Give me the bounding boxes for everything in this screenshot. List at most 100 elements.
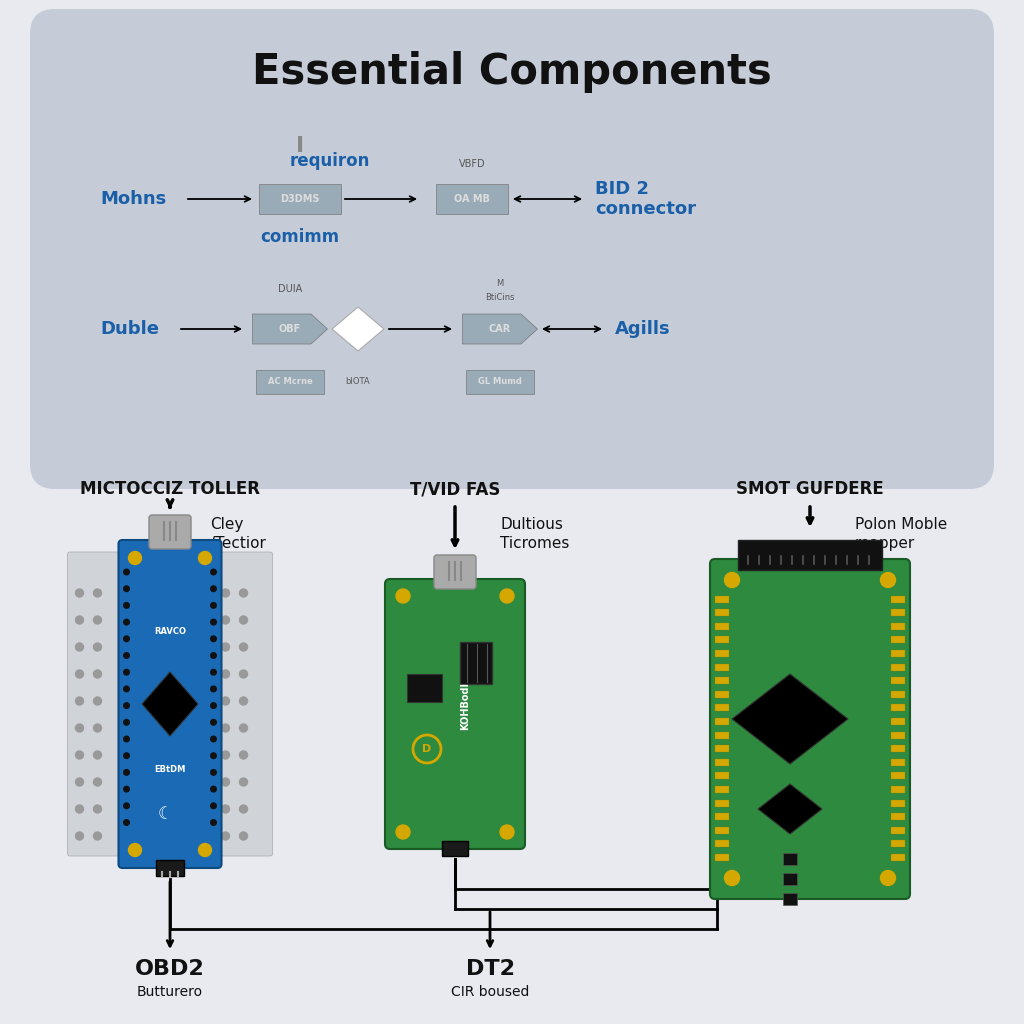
Circle shape [240, 778, 248, 786]
Circle shape [76, 751, 84, 759]
Text: OBF: OBF [279, 324, 301, 334]
Text: VBFD: VBFD [459, 159, 485, 169]
FancyBboxPatch shape [891, 664, 905, 671]
Polygon shape [758, 784, 822, 834]
Circle shape [211, 720, 216, 725]
FancyBboxPatch shape [783, 873, 797, 885]
Circle shape [124, 569, 129, 574]
Circle shape [199, 844, 212, 856]
FancyBboxPatch shape [715, 841, 729, 847]
FancyBboxPatch shape [715, 596, 729, 602]
Text: RAVCO: RAVCO [154, 628, 186, 637]
FancyBboxPatch shape [783, 853, 797, 865]
FancyBboxPatch shape [715, 745, 729, 752]
Circle shape [76, 697, 84, 705]
FancyBboxPatch shape [715, 705, 729, 712]
Text: OBD2: OBD2 [135, 959, 205, 979]
Text: Agills: Agills [615, 319, 671, 338]
FancyBboxPatch shape [715, 691, 729, 697]
FancyBboxPatch shape [715, 826, 729, 834]
Circle shape [124, 620, 129, 625]
FancyBboxPatch shape [891, 596, 905, 602]
Text: comimm: comimm [260, 228, 340, 246]
Circle shape [211, 819, 216, 825]
Text: GL Mumd: GL Mumd [478, 378, 522, 386]
Circle shape [211, 753, 216, 759]
Circle shape [124, 602, 129, 608]
Circle shape [76, 805, 84, 813]
Circle shape [76, 616, 84, 624]
Text: Cley
/Tectior: Cley /Tectior [210, 517, 266, 551]
FancyBboxPatch shape [738, 540, 882, 570]
Circle shape [211, 569, 216, 574]
FancyBboxPatch shape [891, 677, 905, 684]
Circle shape [124, 786, 129, 792]
Text: DT2: DT2 [466, 959, 514, 979]
Text: D3DMS: D3DMS [281, 194, 319, 204]
FancyBboxPatch shape [891, 718, 905, 725]
Circle shape [76, 778, 84, 786]
Circle shape [211, 736, 216, 741]
FancyBboxPatch shape [466, 370, 534, 394]
Circle shape [211, 652, 216, 658]
Circle shape [124, 803, 129, 809]
Circle shape [240, 643, 248, 651]
FancyBboxPatch shape [891, 813, 905, 820]
Text: Mohns: Mohns [100, 190, 166, 208]
Text: OA MB: OA MB [454, 194, 489, 204]
Text: EBtDM: EBtDM [155, 765, 185, 773]
Circle shape [211, 770, 216, 775]
Text: D: D [422, 744, 432, 754]
FancyBboxPatch shape [891, 609, 905, 616]
Circle shape [124, 586, 129, 592]
Polygon shape [142, 672, 198, 736]
Circle shape [124, 636, 129, 642]
FancyBboxPatch shape [710, 559, 910, 899]
Text: requiron: requiron [290, 152, 371, 170]
FancyBboxPatch shape [68, 552, 127, 856]
Circle shape [211, 803, 216, 809]
Circle shape [199, 552, 212, 564]
FancyBboxPatch shape [891, 691, 905, 697]
FancyBboxPatch shape [891, 731, 905, 738]
Circle shape [76, 670, 84, 678]
FancyBboxPatch shape [460, 642, 492, 684]
Circle shape [93, 724, 101, 732]
Circle shape [93, 778, 101, 786]
FancyBboxPatch shape [259, 184, 341, 214]
Text: Duble: Duble [100, 319, 159, 338]
FancyBboxPatch shape [891, 785, 905, 793]
Circle shape [211, 786, 216, 792]
Circle shape [93, 670, 101, 678]
Circle shape [221, 643, 229, 651]
FancyBboxPatch shape [256, 370, 324, 394]
FancyBboxPatch shape [891, 705, 905, 712]
Polygon shape [463, 314, 538, 344]
Circle shape [211, 602, 216, 608]
Circle shape [240, 805, 248, 813]
FancyBboxPatch shape [715, 623, 729, 630]
Polygon shape [332, 307, 384, 351]
Circle shape [221, 616, 229, 624]
FancyBboxPatch shape [891, 841, 905, 847]
FancyBboxPatch shape [434, 555, 476, 589]
Circle shape [240, 724, 248, 732]
Text: AC Mcrne: AC Mcrne [267, 378, 312, 386]
Circle shape [124, 686, 129, 691]
FancyBboxPatch shape [150, 515, 191, 549]
Circle shape [221, 670, 229, 678]
Polygon shape [732, 674, 848, 764]
FancyBboxPatch shape [891, 826, 905, 834]
FancyBboxPatch shape [30, 9, 994, 489]
Circle shape [93, 589, 101, 597]
Circle shape [124, 720, 129, 725]
Circle shape [76, 724, 84, 732]
FancyBboxPatch shape [715, 636, 729, 643]
Circle shape [124, 819, 129, 825]
Circle shape [124, 670, 129, 675]
FancyBboxPatch shape [715, 677, 729, 684]
FancyBboxPatch shape [119, 540, 221, 868]
Text: DUIA: DUIA [278, 284, 302, 294]
Circle shape [396, 589, 410, 603]
Text: BtiCins: BtiCins [485, 293, 515, 301]
